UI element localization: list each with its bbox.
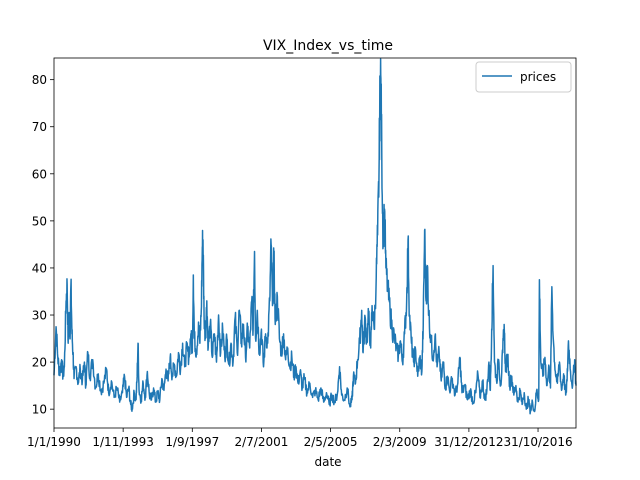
legend-label-prices: prices — [520, 70, 556, 84]
y-tick-label: 10 — [32, 403, 47, 417]
y-tick-label: 20 — [32, 356, 47, 370]
y-tick-label: 80 — [32, 73, 47, 87]
axes-group: 10 20 30 40 50 60 70 80 1/1/1990 1/11/1993 1/9/199… — [27, 57, 577, 449]
x-tick-label: 31/12/2012 — [434, 435, 503, 449]
x-axis-label: date — [314, 455, 341, 469]
x-tick-label: 2/3/2009 — [373, 435, 427, 449]
x-tick-label: 2/7/2001 — [234, 435, 288, 449]
series-group — [53, 58, 577, 415]
chart-title: VIX_Index_vs_time — [263, 38, 393, 54]
plot-frame — [53, 57, 577, 429]
x-tick-label: 1/9/1997 — [165, 435, 219, 449]
y-tick-label: 30 — [32, 309, 47, 323]
y-tick-label: 50 — [32, 214, 47, 228]
x-tick-label: 31/10/2016 — [503, 435, 572, 449]
series-line-prices — [53, 58, 577, 415]
x-tick-label: 1/11/1993 — [92, 435, 154, 449]
x-tick-label: 2/5/2005 — [304, 435, 358, 449]
x-tick-label: 1/1/1990 — [27, 435, 81, 449]
y-tick-label: 70 — [32, 120, 47, 134]
y-tick-label: 40 — [32, 261, 47, 275]
y-tick-label: 60 — [32, 167, 47, 181]
legend[interactable]: prices — [475, 61, 572, 93]
legend-box — [475, 61, 572, 93]
